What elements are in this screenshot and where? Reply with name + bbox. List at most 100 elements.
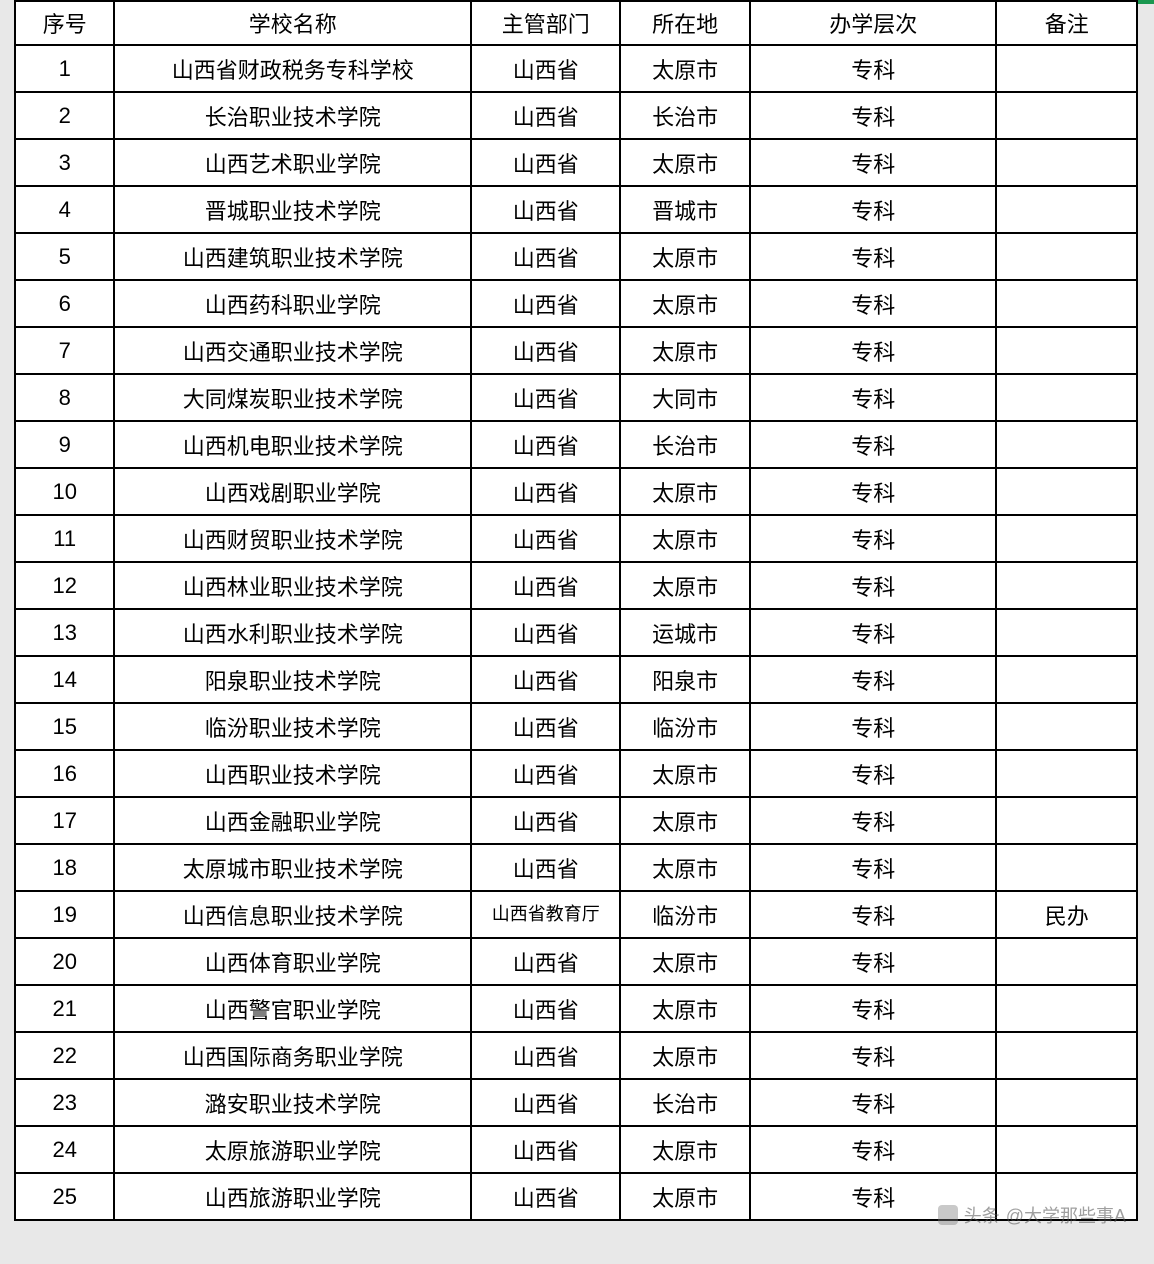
cell-name[interactable]: 山西戏剧职业学院 bbox=[114, 468, 471, 515]
cell-note[interactable] bbox=[996, 1032, 1137, 1079]
cell-note[interactable] bbox=[996, 985, 1137, 1032]
cell-note[interactable] bbox=[996, 797, 1137, 844]
cell-name[interactable]: 山西省财政税务专科学校 bbox=[114, 45, 471, 92]
cell-dept[interactable]: 山西省 bbox=[471, 374, 620, 421]
cell-loc[interactable]: 太原市 bbox=[620, 750, 750, 797]
cell-level[interactable]: 专科 bbox=[750, 186, 996, 233]
cell-loc[interactable]: 大同市 bbox=[620, 374, 750, 421]
cell-level[interactable]: 专科 bbox=[750, 1079, 996, 1126]
cell-name[interactable]: 山西艺术职业学院 bbox=[114, 139, 471, 186]
cell-index[interactable]: 5 bbox=[15, 233, 114, 280]
cell-loc[interactable]: 太原市 bbox=[620, 1032, 750, 1079]
cell-dept[interactable]: 山西省 bbox=[471, 468, 620, 515]
cell-note[interactable] bbox=[996, 139, 1137, 186]
cell-level[interactable]: 专科 bbox=[750, 844, 996, 891]
cell-index[interactable]: 1 bbox=[15, 45, 114, 92]
cell-note[interactable] bbox=[996, 421, 1137, 468]
cell-index[interactable]: 7 bbox=[15, 327, 114, 374]
cell-loc[interactable]: 太原市 bbox=[620, 45, 750, 92]
cell-dept[interactable]: 山西省 bbox=[471, 1032, 620, 1079]
cell-note[interactable] bbox=[996, 280, 1137, 327]
cell-level[interactable]: 专科 bbox=[750, 1173, 996, 1220]
cell-dept[interactable]: 山西省教育厅 bbox=[471, 891, 620, 938]
cell-loc[interactable]: 太原市 bbox=[620, 938, 750, 985]
cell-name[interactable]: 长治职业技术学院 bbox=[114, 92, 471, 139]
cell-loc[interactable]: 临汾市 bbox=[620, 891, 750, 938]
cell-name[interactable]: 山西职业技术学院 bbox=[114, 750, 471, 797]
cell-level[interactable]: 专科 bbox=[750, 421, 996, 468]
cell-note[interactable] bbox=[996, 562, 1137, 609]
cell-level[interactable]: 专科 bbox=[750, 1126, 996, 1173]
cell-name[interactable]: 山西机电职业技术学院 bbox=[114, 421, 471, 468]
cell-dept[interactable]: 山西省 bbox=[471, 656, 620, 703]
cell-note[interactable] bbox=[996, 233, 1137, 280]
cell-note[interactable] bbox=[996, 515, 1137, 562]
cell-dept[interactable]: 山西省 bbox=[471, 750, 620, 797]
cell-dept[interactable]: 山西省 bbox=[471, 562, 620, 609]
cell-index[interactable]: 12 bbox=[15, 562, 114, 609]
cell-index[interactable]: 15 bbox=[15, 703, 114, 750]
cell-loc[interactable]: 太原市 bbox=[620, 797, 750, 844]
cell-note[interactable] bbox=[996, 186, 1137, 233]
cell-index[interactable]: 4 bbox=[15, 186, 114, 233]
cell-loc[interactable]: 长治市 bbox=[620, 92, 750, 139]
cell-note[interactable] bbox=[996, 656, 1137, 703]
cell-name[interactable]: 山西建筑职业技术学院 bbox=[114, 233, 471, 280]
cell-name[interactable]: 山西体育职业学院 bbox=[114, 938, 471, 985]
cell-level[interactable]: 专科 bbox=[750, 233, 996, 280]
cell-name[interactable]: 临汾职业技术学院 bbox=[114, 703, 471, 750]
cell-dept[interactable]: 山西省 bbox=[471, 45, 620, 92]
cell-level[interactable]: 专科 bbox=[750, 45, 996, 92]
cell-loc[interactable]: 长治市 bbox=[620, 1079, 750, 1126]
cell-dept[interactable]: 山西省 bbox=[471, 92, 620, 139]
cell-name[interactable]: 潞安职业技术学院 bbox=[114, 1079, 471, 1126]
cell-loc[interactable]: 太原市 bbox=[620, 1126, 750, 1173]
cell-name[interactable]: 山西交通职业技术学院 bbox=[114, 327, 471, 374]
cell-note[interactable]: 民办 bbox=[996, 891, 1137, 938]
cell-level[interactable]: 专科 bbox=[750, 703, 996, 750]
cell-dept[interactable]: 山西省 bbox=[471, 139, 620, 186]
cell-note[interactable] bbox=[996, 1079, 1137, 1126]
cell-note[interactable] bbox=[996, 92, 1137, 139]
cell-index[interactable]: 19 bbox=[15, 891, 114, 938]
cell-dept[interactable]: 山西省 bbox=[471, 938, 620, 985]
cell-level[interactable]: 专科 bbox=[750, 797, 996, 844]
cell-level[interactable]: 专科 bbox=[750, 750, 996, 797]
cell-loc[interactable]: 太原市 bbox=[620, 468, 750, 515]
cell-name[interactable]: 太原旅游职业学院 bbox=[114, 1126, 471, 1173]
cell-level[interactable]: 专科 bbox=[750, 609, 996, 656]
cell-loc[interactable]: 太原市 bbox=[620, 1173, 750, 1220]
cell-loc[interactable]: 太原市 bbox=[620, 327, 750, 374]
header-name[interactable]: 学校名称 bbox=[114, 1, 471, 45]
cell-level[interactable]: 专科 bbox=[750, 374, 996, 421]
cell-level[interactable]: 专科 bbox=[750, 656, 996, 703]
cell-index[interactable]: 10 bbox=[15, 468, 114, 515]
cell-note[interactable] bbox=[996, 938, 1137, 985]
cell-loc[interactable]: 太原市 bbox=[620, 515, 750, 562]
cell-level[interactable]: 专科 bbox=[750, 468, 996, 515]
cell-name[interactable]: 阳泉职业技术学院 bbox=[114, 656, 471, 703]
cell-index[interactable]: 6 bbox=[15, 280, 114, 327]
cell-loc[interactable]: 太原市 bbox=[620, 844, 750, 891]
cell-index[interactable]: 2 bbox=[15, 92, 114, 139]
cell-dept[interactable]: 山西省 bbox=[471, 609, 620, 656]
cell-name[interactable]: 山西信息职业技术学院 bbox=[114, 891, 471, 938]
header-level[interactable]: 办学层次 bbox=[750, 1, 996, 45]
cell-level[interactable]: 专科 bbox=[750, 938, 996, 985]
cell-note[interactable] bbox=[996, 468, 1137, 515]
cell-loc[interactable]: 阳泉市 bbox=[620, 656, 750, 703]
cell-loc[interactable]: 太原市 bbox=[620, 280, 750, 327]
cell-level[interactable]: 专科 bbox=[750, 92, 996, 139]
cell-name[interactable]: 大同煤炭职业技术学院 bbox=[114, 374, 471, 421]
cell-note[interactable] bbox=[996, 844, 1137, 891]
cell-index[interactable]: 13 bbox=[15, 609, 114, 656]
cell-loc[interactable]: 太原市 bbox=[620, 233, 750, 280]
cell-name[interactable]: 山西财贸职业技术学院 bbox=[114, 515, 471, 562]
cell-index[interactable]: 14 bbox=[15, 656, 114, 703]
cell-index[interactable]: 11 bbox=[15, 515, 114, 562]
cell-level[interactable]: 专科 bbox=[750, 562, 996, 609]
cell-name[interactable]: 山西旅游职业学院 bbox=[114, 1173, 471, 1220]
cell-dept[interactable]: 山西省 bbox=[471, 280, 620, 327]
cell-name[interactable]: 山西药科职业学院 bbox=[114, 280, 471, 327]
cell-note[interactable] bbox=[996, 327, 1137, 374]
